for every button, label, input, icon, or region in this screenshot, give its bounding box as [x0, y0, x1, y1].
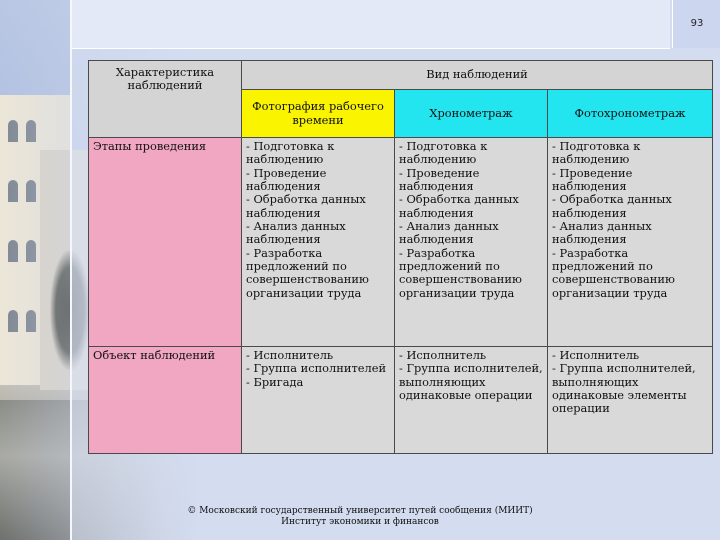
row-label-object: Объект наблюдений — [88, 346, 242, 454]
column-header-text: Фотография рабочего времени — [252, 99, 384, 127]
row-label-text: Объект наблюдений — [93, 348, 216, 362]
divider-line — [70, 0, 72, 540]
footer-copyright: © Московский государственный университет… — [187, 506, 533, 516]
observation-table: Характеристика наблюдений Вид наблюдений… — [88, 60, 713, 454]
group-header: Вид наблюдений — [241, 60, 713, 90]
table-cell: - Исполнитель - Группа исполнителей - Бр… — [241, 346, 395, 454]
footer: © Московский государственный университет… — [180, 506, 540, 529]
column-header-text: Хронометраж — [429, 105, 513, 120]
column-header-text: Фотохронометраж — [574, 105, 686, 120]
column-header-timing: Хронометраж — [394, 89, 548, 138]
table-cell: - Исполнитель - Группа исполнителей, вып… — [394, 346, 548, 454]
table-cell: - Подготовка к наблюдению - Проведение н… — [394, 137, 548, 347]
row-label-text: Этапы проведения — [93, 139, 207, 153]
column-header-photo: Фотография рабочего времени — [241, 89, 395, 138]
slide-top-bar — [70, 0, 670, 49]
table-cell: - Подготовка к наблюдению - Проведение н… — [241, 137, 395, 347]
group-header-text: Вид наблюдений — [426, 67, 528, 82]
table-cell: - Исполнитель - Группа исполнителей, вып… — [547, 346, 713, 454]
table-cell: - Подготовка к наблюдению - Проведение н… — [547, 137, 713, 347]
column-header-phototiming: Фотохронометраж — [547, 89, 713, 138]
corner-header: Характеристика наблюдений — [88, 60, 242, 138]
corner-header-text: Характеристика наблюдений — [115, 65, 215, 93]
footer-institute: Институт экономики и финансов — [281, 517, 439, 528]
page-number: 93 — [672, 0, 720, 48]
row-label-stages: Этапы проведения — [88, 137, 242, 347]
